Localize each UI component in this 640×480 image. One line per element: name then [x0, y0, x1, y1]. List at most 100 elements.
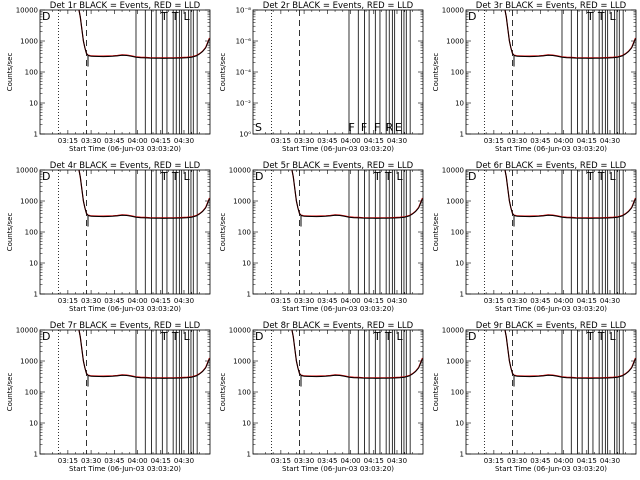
flag-letter: L [183, 10, 190, 23]
y-tick-label: 1 [34, 291, 38, 299]
y-tick-label: 1 [34, 131, 38, 139]
y-tick-label: 10000 [229, 327, 251, 335]
x-tick-label: 03:15 [484, 137, 504, 145]
events-series-line [78, 330, 210, 379]
x-tick-label: 03:45 [317, 457, 337, 465]
x-tick-label: 04:15 [577, 457, 597, 465]
flag-letter: L [609, 330, 616, 343]
y-axis-label: Counts/sec [432, 373, 440, 412]
flag-letter: L [609, 170, 616, 183]
flag-letter: E [395, 121, 402, 134]
panel-title: Det 5r BLACK = Events, RED = LLD [263, 161, 414, 171]
y-tick-label: 10⁻⁴ [236, 69, 252, 77]
y-tick-label: 1 [247, 451, 251, 459]
y-tick-label: 10000 [442, 167, 464, 175]
y-tick-label: 100 [451, 229, 464, 237]
x-tick-label: 04:00 [553, 297, 573, 305]
x-tick-label: 04:30 [387, 457, 407, 465]
y-axis-label: Counts/sec [432, 53, 440, 92]
flag-letter: L [183, 170, 190, 183]
y-axis-label: Counts/sec [432, 213, 440, 252]
y-tick-label: 10 [242, 260, 251, 268]
events-series-line [291, 330, 423, 379]
x-tick-label: 03:15 [58, 137, 78, 145]
y-tick-label: 10⁻⁶ [236, 38, 252, 46]
x-tick-label: 03:15 [271, 457, 291, 465]
x-axis-label: Start Time (06-Jun-03 03:03:20) [69, 465, 181, 473]
x-tick-label: 03:15 [271, 297, 291, 305]
plot-frame [39, 9, 211, 135]
x-tick-label: 03:15 [58, 297, 78, 305]
events-series-line [504, 330, 636, 379]
y-tick-label: 10000 [16, 167, 38, 175]
panel-title: Det 2r BLACK = Events, RED = LLD [263, 1, 414, 11]
events-series-line [78, 10, 210, 59]
panel-title: Det 6r BLACK = Events, RED = LLD [476, 161, 627, 171]
y-tick-label: 10000 [442, 7, 464, 15]
plot-frame [39, 169, 211, 295]
panel-title: Det 4r BLACK = Events, RED = LLD [50, 161, 201, 171]
x-tick-label: 03:30 [81, 137, 101, 145]
flag-letter: T [171, 170, 179, 183]
plot-frame [465, 9, 637, 135]
flag-letter: T [586, 170, 594, 183]
flag-letter: T [597, 10, 605, 23]
x-tick-label: 04:30 [174, 137, 194, 145]
x-axis-label: Start Time (06-Jun-03 03:03:20) [282, 145, 394, 153]
x-tick-label: 04:00 [340, 297, 360, 305]
y-tick-label: 10 [455, 100, 464, 108]
y-tick-label: 10 [29, 260, 38, 268]
panel-det1: Det 1r BLACK = Events, RED = LLD 1 10 100 10… [6, 1, 211, 153]
flag-letter: D [468, 330, 476, 343]
y-tick-label: 1 [460, 131, 464, 139]
plot-frame [252, 329, 424, 455]
panel-title: Det 9r BLACK = Events, RED = LLD [476, 321, 627, 331]
x-tick-label: 04:15 [151, 457, 171, 465]
x-tick-label: 03:30 [507, 297, 527, 305]
y-axis-label: Counts/sec [6, 213, 14, 252]
y-tick-label: 100 [25, 389, 38, 397]
y-tick-label: 1000 [233, 198, 251, 206]
y-tick-label: 10 [455, 260, 464, 268]
y-tick-label: 10000 [229, 167, 251, 175]
flag-letter: D [42, 10, 50, 23]
y-tick-label: 10⁻⁸ [236, 7, 252, 15]
x-axis-label: Start Time (06-Jun-03 03:03:20) [69, 145, 181, 153]
events-series-line [504, 170, 636, 219]
y-axis-label: Counts/sec [6, 373, 14, 412]
x-tick-label: 04:00 [340, 137, 360, 145]
panel-det2: Det 2r BLACK = Events, RED = LLD 10⁰ 10⁻² 1… [219, 1, 424, 153]
flag-letter: D [255, 330, 263, 343]
flag-letter: T [171, 10, 179, 23]
x-tick-label: 03:15 [271, 137, 291, 145]
flag-letter: T [597, 330, 605, 343]
x-tick-label: 03:45 [530, 457, 550, 465]
flag-letter: L [396, 330, 403, 343]
panel-det7: Det 7r BLACK = Events, RED = LLD 1 10 100 10… [6, 321, 211, 473]
x-tick-label: 04:00 [553, 137, 573, 145]
x-tick-label: 03:45 [317, 297, 337, 305]
y-tick-label: 10 [242, 420, 251, 428]
flag-letter: D [468, 10, 476, 23]
x-tick-label: 03:45 [104, 137, 124, 145]
x-tick-label: 03:30 [507, 457, 527, 465]
flag-letter: F [361, 121, 367, 134]
y-tick-label: 1 [460, 451, 464, 459]
panel-det9: Det 9r BLACK = Events, RED = LLD 1 10 100 10… [432, 321, 637, 473]
x-tick-label: 04:00 [553, 457, 573, 465]
x-tick-label: 03:30 [294, 137, 314, 145]
plot-frame [465, 329, 637, 455]
x-axis-label: Start Time (06-Jun-03 03:03:20) [495, 465, 607, 473]
flag-letter: L [609, 10, 616, 23]
x-tick-label: 04:30 [174, 457, 194, 465]
x-tick-label: 03:30 [294, 297, 314, 305]
y-tick-label: 100 [451, 69, 464, 77]
y-tick-label: 1000 [20, 38, 38, 46]
flag-letter: F [374, 121, 380, 134]
x-tick-label: 04:15 [151, 297, 171, 305]
y-tick-label: 10000 [442, 327, 464, 335]
y-tick-label: 10000 [16, 327, 38, 335]
y-tick-label: 1000 [446, 198, 464, 206]
x-tick-label: 03:45 [530, 297, 550, 305]
